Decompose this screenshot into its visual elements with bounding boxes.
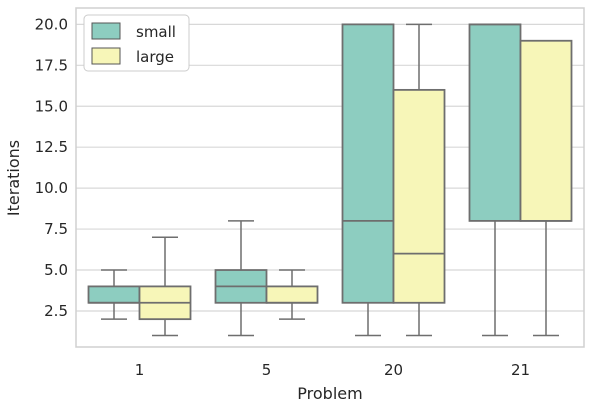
box-small-1 <box>87 269 141 320</box>
legend-label-small: small <box>136 23 176 41</box>
box-body <box>341 23 395 304</box>
y-tick-labels: 2.5 5.0 7.5 10.0 12.5 15.0 17.5 20.0 <box>35 15 68 320</box>
box-body <box>519 39 573 222</box>
y-tick-label: 2.5 <box>44 302 68 320</box>
box-body <box>468 23 522 222</box>
legend-swatch-large <box>91 47 121 65</box>
y-tick-label: 17.5 <box>35 56 68 74</box>
box-large-5 <box>265 269 319 320</box>
legend: small large <box>83 14 190 72</box>
box-small-5 <box>214 220 268 337</box>
box-groups <box>87 23 573 337</box>
box-small-21 <box>468 23 522 337</box>
box-body <box>265 285 319 304</box>
y-tick-label: 7.5 <box>44 220 68 238</box>
x-tick-labels: 1 5 20 21 <box>135 361 530 379</box>
box-large-21 <box>519 39 573 337</box>
x-tick-label: 21 <box>511 361 530 379</box>
y-tick-label: 10.0 <box>35 179 68 197</box>
legend-label-large: large <box>136 48 174 66</box>
x-tick-label: 5 <box>262 361 272 379</box>
y-tick-label: 12.5 <box>35 138 68 156</box>
box-small-20 <box>341 23 395 337</box>
box-body <box>392 88 446 304</box>
y-tick-label: 5.0 <box>44 261 68 279</box>
box-large-20 <box>392 23 446 337</box>
box-large-1 <box>138 236 192 337</box>
y-tick-label: 20.0 <box>35 15 68 33</box>
x-tick-label: 20 <box>384 361 403 379</box>
y-axis-label: Iterations <box>4 140 23 216</box>
y-tick-label: 15.0 <box>35 97 68 115</box>
box-body <box>87 285 141 304</box>
x-axis-label: Problem <box>297 384 362 403</box>
x-tick-label: 1 <box>135 361 145 379</box>
plot-frame <box>75 7 585 348</box>
legend-swatch-small <box>91 22 121 40</box>
